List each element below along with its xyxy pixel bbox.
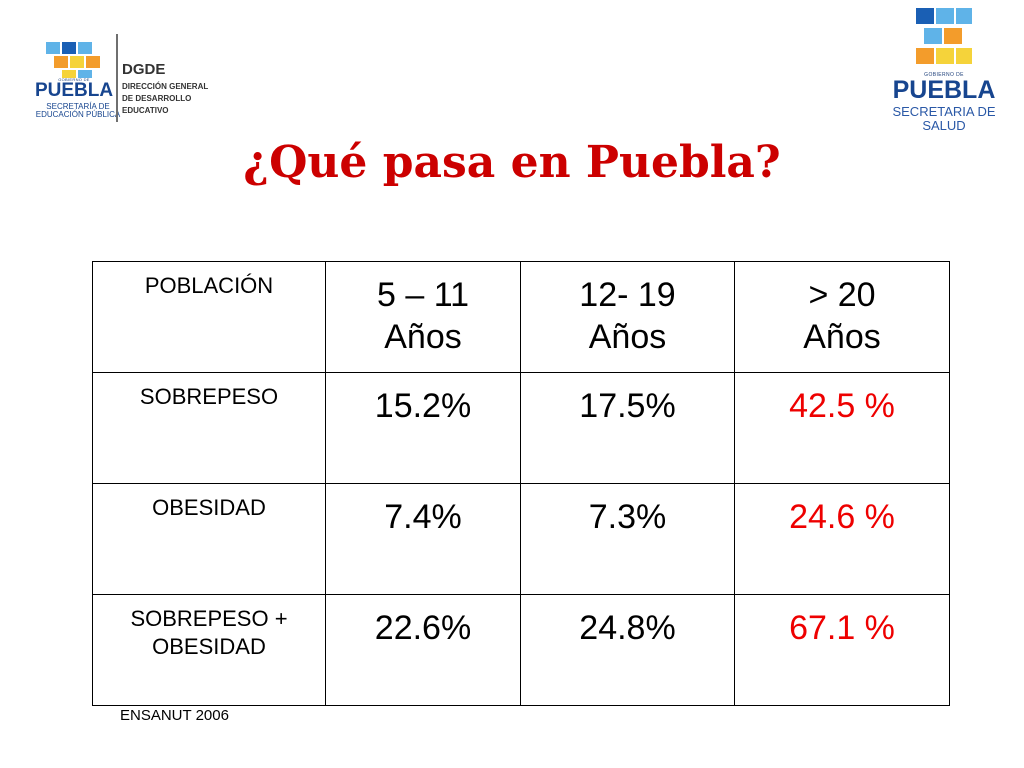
table-cell: 7.3% — [520, 483, 735, 595]
puebla-emblem-icon — [46, 42, 100, 78]
logo-left-gobierno: GOBIERNO DE — [58, 77, 90, 82]
logo-right-secretaria: SECRETARIA DE — [892, 104, 996, 119]
table-cell: 22.6% — [325, 594, 521, 706]
table-header-row: POBLACIÓN 5 – 11 Años 12- 19 Años > 20 A… — [92, 261, 950, 373]
table-cell: 15.2% — [325, 372, 521, 484]
overweight-table: POBLACIÓN 5 – 11 Años 12- 19 Años > 20 A… — [92, 261, 950, 706]
table-cell: 24.8% — [520, 594, 735, 706]
header-5-11: 5 – 11 Años — [325, 261, 521, 373]
header-poblacion: POBLACIÓN — [92, 261, 326, 373]
logo-right-salud: SALUD — [922, 118, 966, 133]
row-label: SOBREPESO + OBESIDAD — [92, 594, 326, 706]
logo-left-educacion: EDUCACIÓN PÚBLICA — [35, 110, 121, 119]
logo-dgde-line: DE DESARROLLO — [122, 94, 192, 103]
logo-divider — [116, 34, 118, 122]
table-row: OBESIDAD 7.4% 7.3% 24.6 % — [92, 483, 950, 595]
logo-right-gobierno: GOBIERNO DE — [924, 72, 964, 78]
header-20-plus-text: > 20 Años — [803, 276, 881, 356]
table-cell-highlight: 24.6 % — [734, 483, 950, 595]
row-label-text: SOBREPESO + OBESIDAD — [130, 606, 288, 659]
puebla-emblem-icon — [916, 8, 972, 64]
table-row: SOBREPESO + OBESIDAD 22.6% 24.8% 67.1 % — [92, 594, 950, 706]
header-5-11-text: 5 – 11 Años — [376, 276, 469, 356]
header-12-19-text: 12- 19 Años — [579, 276, 676, 356]
table-cell: 7.4% — [325, 483, 521, 595]
header-12-19: 12- 19 Años — [520, 261, 735, 373]
row-label: SOBREPESO — [92, 372, 326, 484]
row-label: OBESIDAD — [92, 483, 326, 595]
table-cell: 17.5% — [520, 372, 735, 484]
header-20-plus: > 20 Años — [734, 261, 950, 373]
sep-puebla-logo: GOBIERNO DE PUEBLA SECRETARÍA DE EDUCACI… — [22, 32, 212, 128]
logo-left-secretaria: SECRETARÍA DE — [46, 102, 110, 111]
page-title: ¿Qué pasa en Puebla? — [243, 137, 781, 188]
logo-left-puebla: PUEBLA — [34, 80, 114, 101]
source-note: ENSANUT 2006 — [120, 707, 229, 724]
table-row: SOBREPESO 15.2% 17.5% 42.5 % — [92, 372, 950, 484]
logo-dgde-line: EDUCATIVO — [122, 106, 169, 115]
logo-dgde-line: DIRECCIÓN GENERAL — [122, 82, 209, 91]
salud-puebla-logo: GOBIERNO DE PUEBLA SECRETARIA DE SALUD — [884, 6, 1004, 138]
table-cell-highlight: 42.5 % — [734, 372, 950, 484]
table-cell-highlight: 67.1 % — [734, 594, 950, 706]
logo-right-puebla: PUEBLA — [892, 76, 996, 104]
logo-dgde: DGDE — [122, 61, 166, 78]
